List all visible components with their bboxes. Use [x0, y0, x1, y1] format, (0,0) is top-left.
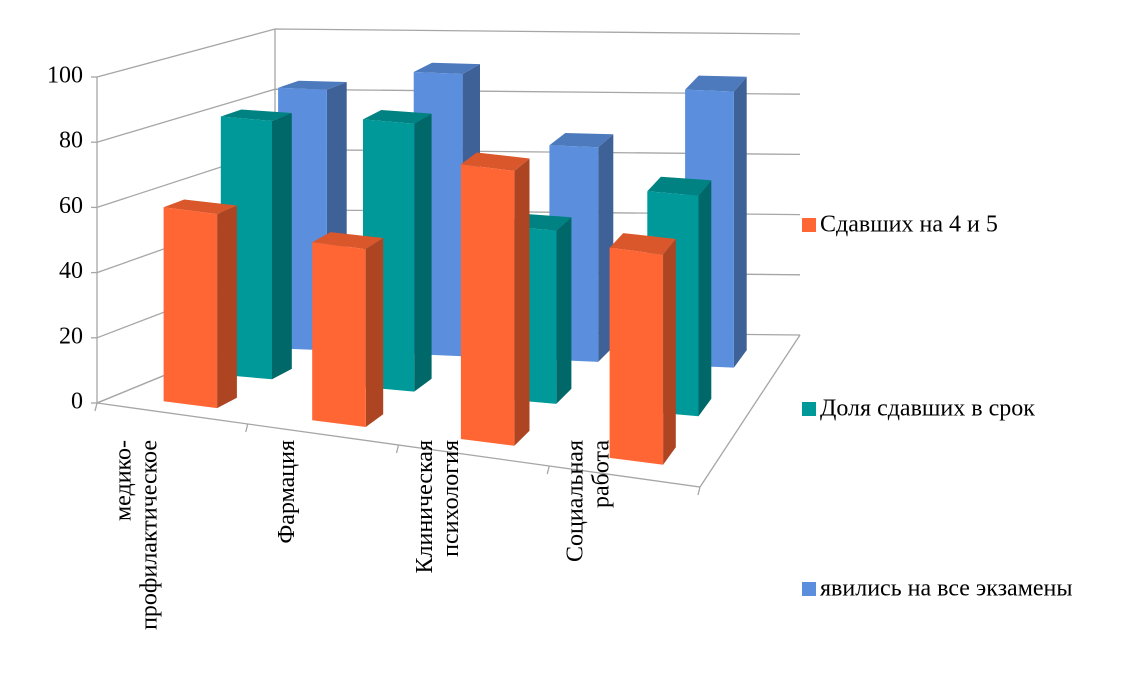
grid-line [96, 88, 801, 143]
x-tick [697, 486, 701, 496]
bar-side [414, 113, 432, 392]
bar-top [685, 75, 747, 92]
y-tick-label: 40 [59, 258, 83, 284]
bar-top [460, 152, 530, 171]
x-tick [94, 402, 98, 412]
bar-top [549, 133, 614, 148]
bar-side [217, 205, 237, 409]
x-tick-label-line: психология [437, 440, 463, 557]
x-tick-label: Клиническаяпсихология [411, 440, 463, 573]
bar-side [365, 238, 384, 427]
legend-swatch [802, 582, 816, 596]
x-tick-label-line: профилактическое [136, 440, 162, 630]
y-tick-label: 0 [71, 389, 83, 415]
bar-top [312, 232, 384, 250]
bar-side [663, 239, 676, 465]
bar-top [413, 62, 480, 74]
x-tick [395, 444, 400, 454]
bar-side [556, 217, 572, 404]
x-tick [245, 423, 249, 433]
y-tick-label: 60 [59, 193, 83, 219]
x-tick-label-line: Фармация [274, 440, 300, 544]
x-tick-label-line: медико- [110, 440, 136, 521]
bar-side [598, 134, 614, 362]
x-tick-label: Социальнаяработа [562, 440, 614, 562]
bar-top [163, 199, 237, 215]
bar-side [733, 76, 747, 368]
grid-line [96, 28, 801, 78]
legend-swatch [802, 402, 816, 416]
legend-label: явились на все экзамены [820, 576, 1073, 602]
x-tick-label: Фармация [274, 440, 300, 544]
bar-side [272, 113, 292, 380]
legend-label: Доля сдавших в срок [820, 396, 1035, 422]
bar-top [220, 109, 292, 121]
bar-side [698, 180, 712, 417]
legend-label: Сдавших на 4 и 5 [820, 212, 998, 238]
x-tick-label-line: Социальная [562, 440, 588, 562]
bar-side [514, 158, 530, 446]
bar-top [363, 110, 432, 124]
y-tick-label: 20 [59, 323, 83, 349]
bar [460, 164, 515, 446]
legend-swatch [802, 218, 816, 232]
bar [163, 207, 218, 409]
y-tick-label: 80 [59, 128, 83, 154]
bar-top [609, 233, 676, 255]
x-tick-label: медико-профилактическое [110, 440, 162, 630]
x-tick-label-line: Клиническая [411, 440, 437, 573]
y-tick-label: 100 [47, 63, 83, 89]
bar-top [647, 176, 712, 196]
x-tick [546, 465, 550, 475]
bar [609, 247, 664, 465]
bar [312, 242, 366, 427]
bar-top [278, 80, 347, 90]
